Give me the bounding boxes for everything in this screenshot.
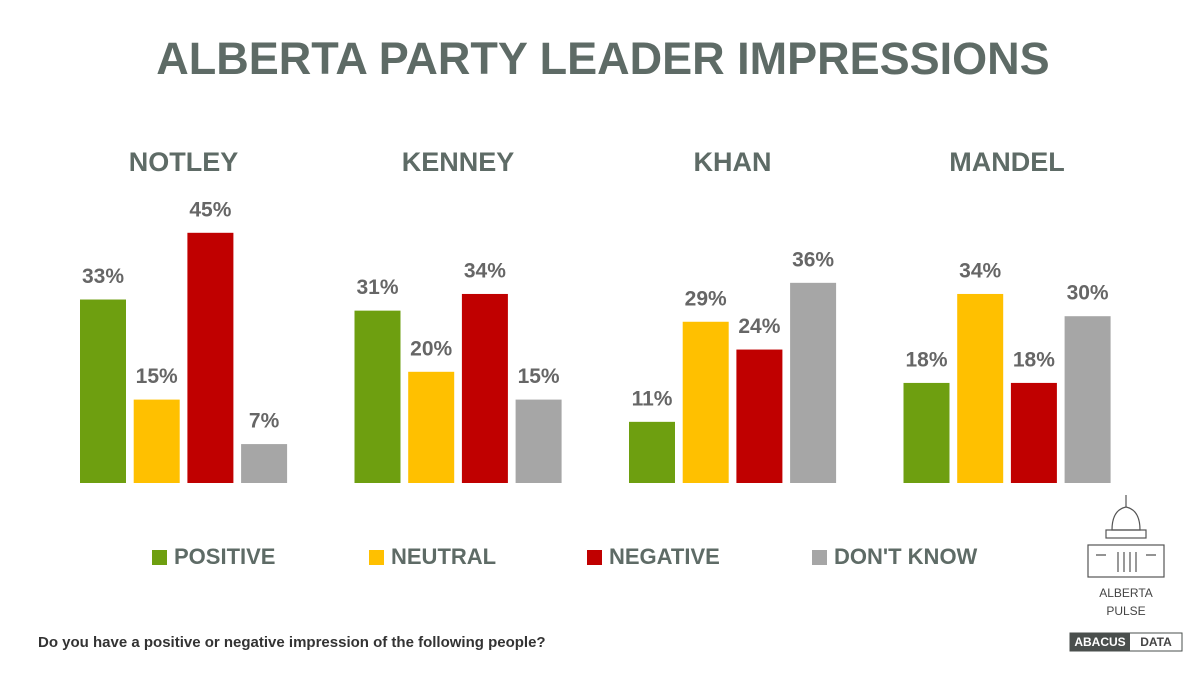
bar — [1064, 316, 1111, 483]
group-label: KHAN — [694, 147, 772, 177]
logo-box — [1070, 633, 1130, 651]
bar — [515, 399, 562, 483]
bar — [354, 310, 401, 483]
data-label: 29% — [685, 287, 727, 310]
legend-swatch — [152, 550, 167, 565]
bar — [241, 444, 288, 483]
group-label: NOTLEY — [129, 147, 239, 177]
data-label: 30% — [1067, 282, 1109, 305]
data-label: 15% — [518, 365, 560, 388]
logo-building — [1087, 495, 1165, 578]
bar — [187, 232, 234, 483]
legend-label: NEUTRAL — [391, 544, 496, 569]
logo-text: ALBERTA — [1099, 586, 1153, 600]
bar — [736, 349, 783, 483]
bar — [682, 321, 729, 483]
bar — [80, 299, 126, 483]
bar — [629, 421, 675, 483]
logo-frame — [1069, 632, 1183, 652]
data-label: 33% — [82, 265, 124, 288]
bar — [957, 293, 1004, 483]
data-label: 34% — [464, 260, 506, 283]
data-label: 45% — [189, 198, 231, 221]
logo-text: PULSE — [1106, 604, 1145, 618]
legend-swatch — [812, 550, 827, 565]
data-label: 31% — [356, 276, 398, 299]
bar — [461, 293, 508, 483]
group-label: MANDEL — [949, 147, 1065, 177]
data-label: 18% — [905, 348, 947, 371]
footnote: Do you have a positive or negative impre… — [38, 634, 546, 651]
data-label: 11% — [632, 387, 673, 410]
data-label: 20% — [410, 337, 452, 360]
bar — [903, 382, 950, 483]
legend-label: DON'T KNOW — [834, 544, 978, 569]
bar — [408, 371, 455, 483]
logo-brand: ABACUS — [1074, 635, 1125, 649]
bar — [1010, 382, 1057, 483]
data-label: 34% — [959, 260, 1001, 283]
legend-swatch — [369, 550, 384, 565]
logo-brand: DATA — [1140, 635, 1172, 649]
data-label: 36% — [792, 248, 834, 271]
legend-label: NEGATIVE — [609, 544, 720, 569]
group-label: KENNEY — [402, 147, 515, 177]
legend-swatch — [587, 550, 602, 565]
data-label: 18% — [1013, 348, 1055, 371]
legend-label: POSITIVE — [174, 544, 275, 569]
bar — [790, 282, 837, 483]
data-label: 24% — [738, 315, 780, 338]
data-label: 15% — [136, 365, 178, 388]
chart-title: ALBERTA PARTY LEADER IMPRESSIONS — [156, 33, 1049, 84]
bar — [133, 399, 180, 483]
data-label: 7% — [249, 410, 280, 433]
